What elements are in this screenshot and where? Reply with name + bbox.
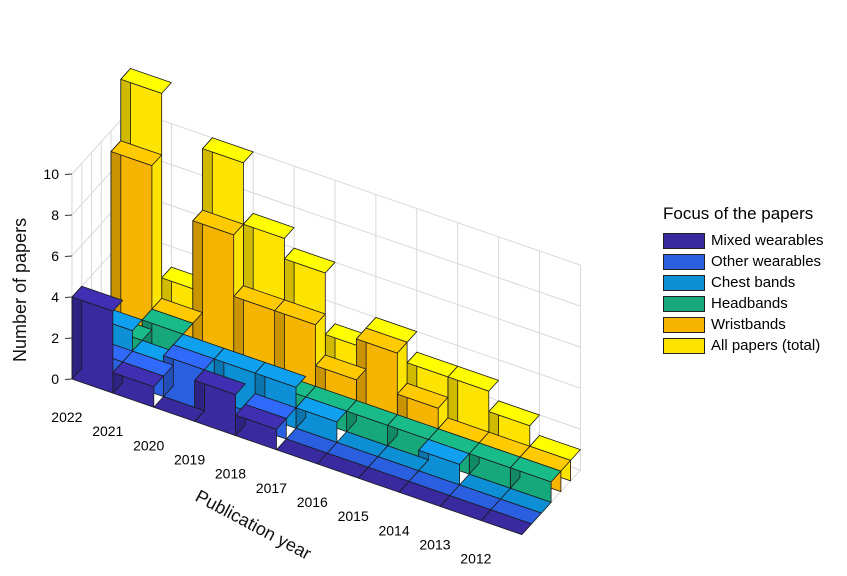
bar-top-face bbox=[112, 361, 165, 388]
x-tick-label: 2015 bbox=[338, 508, 369, 524]
bar-mixed-wearables-2017 bbox=[276, 438, 328, 465]
z-tick-label: 10 bbox=[43, 166, 59, 182]
legend-item: Wristbands bbox=[663, 314, 824, 335]
bar-top-face bbox=[315, 354, 367, 381]
bar-top-face bbox=[71, 285, 124, 312]
z-tick bbox=[64, 214, 73, 216]
z-tick bbox=[64, 337, 73, 339]
bar-top-face bbox=[235, 403, 287, 430]
legend-swatch bbox=[663, 316, 705, 333]
bar-wristbands-2020 bbox=[192, 209, 244, 379]
bars bbox=[71, 68, 581, 535]
z-tick-label: 8 bbox=[51, 207, 59, 223]
legend-swatch bbox=[663, 253, 705, 270]
bar-mixed-wearables-2021 bbox=[112, 361, 165, 408]
bar-floor-tile bbox=[153, 396, 205, 422]
bar-other-wearables-2020 bbox=[163, 344, 215, 412]
z-tick-label: 6 bbox=[51, 248, 59, 264]
x-tick-label: 2019 bbox=[174, 452, 205, 468]
x-tick-label: 2020 bbox=[133, 437, 164, 453]
x-tick-label: 2016 bbox=[297, 494, 328, 510]
bar-top-face bbox=[418, 438, 470, 465]
bar-top-face bbox=[396, 382, 449, 409]
legend-item: All papers (total) bbox=[663, 335, 824, 356]
legend-item: Other wearables bbox=[663, 251, 824, 272]
x-tick-label: 2022 bbox=[51, 409, 82, 425]
legend-label: Mixed wearables bbox=[711, 232, 824, 249]
x-tick-label: 2021 bbox=[92, 423, 123, 439]
bar-top-face bbox=[283, 247, 336, 274]
z-tick-label: 4 bbox=[51, 289, 59, 305]
bar-top-face bbox=[194, 369, 246, 396]
legend-item: Headbands bbox=[663, 293, 824, 314]
bar-top-face bbox=[110, 140, 163, 167]
legend-swatch bbox=[663, 295, 705, 312]
z-tick bbox=[64, 296, 73, 298]
legend-label: All papers (total) bbox=[711, 337, 821, 354]
legend-label: Wristbands bbox=[711, 316, 786, 333]
legend-title: Focus of the papers bbox=[663, 204, 814, 223]
x-tick-label: 2013 bbox=[419, 536, 450, 552]
x-tick-label: 2012 bbox=[460, 551, 491, 567]
z-tick-label: 0 bbox=[51, 371, 59, 387]
z-tick bbox=[64, 173, 73, 175]
legend-entries: Mixed wearables Other wearables Chest band… bbox=[663, 230, 824, 356]
bar-chest-bands-2017 bbox=[295, 396, 348, 443]
legend-label: Other wearables bbox=[711, 253, 822, 270]
bar-top-face bbox=[233, 285, 285, 312]
bar-mixed-wearables-2018 bbox=[235, 403, 287, 451]
legend-item: Mixed wearables bbox=[663, 230, 824, 251]
legend-label: Chest bands bbox=[711, 274, 796, 291]
bar-mixed-wearables-2020 bbox=[153, 396, 205, 422]
axes: 0 2 4 6 8 10 2022 2021 2020 2019 2018 2017 2016 2015 2… bbox=[43, 166, 491, 567]
bar-top-face bbox=[163, 344, 215, 371]
z-tick-label: 2 bbox=[51, 330, 59, 346]
y-axis-title: Number of papers bbox=[10, 218, 30, 362]
bar-top-face bbox=[202, 137, 254, 164]
bar-floor-tile bbox=[276, 438, 328, 465]
z-tick bbox=[64, 378, 73, 380]
bar-top-face bbox=[192, 209, 244, 236]
legend-item: Chest bands bbox=[663, 272, 824, 293]
legend-swatch bbox=[663, 337, 705, 354]
z-tick bbox=[64, 255, 73, 257]
legend-label: Headbands bbox=[711, 295, 788, 312]
legend-swatch bbox=[663, 274, 705, 291]
x-tick-label: 2014 bbox=[378, 522, 409, 538]
x-tick-label: 2018 bbox=[215, 466, 246, 482]
bar-top-face bbox=[120, 68, 172, 94]
bar-top-face bbox=[242, 212, 295, 239]
bar-top-face bbox=[488, 400, 540, 427]
bar-top-face bbox=[355, 327, 408, 354]
bar-mixed-wearables-2022 bbox=[71, 285, 124, 394]
x-tick-label: 2017 bbox=[256, 480, 287, 496]
legend-swatch bbox=[663, 232, 705, 249]
legend: Focus of the papers Mixed wearables Other… bbox=[663, 204, 824, 356]
bar-top-face bbox=[295, 396, 348, 423]
bar-top-face bbox=[406, 351, 459, 378]
bar-top-face bbox=[141, 308, 194, 335]
